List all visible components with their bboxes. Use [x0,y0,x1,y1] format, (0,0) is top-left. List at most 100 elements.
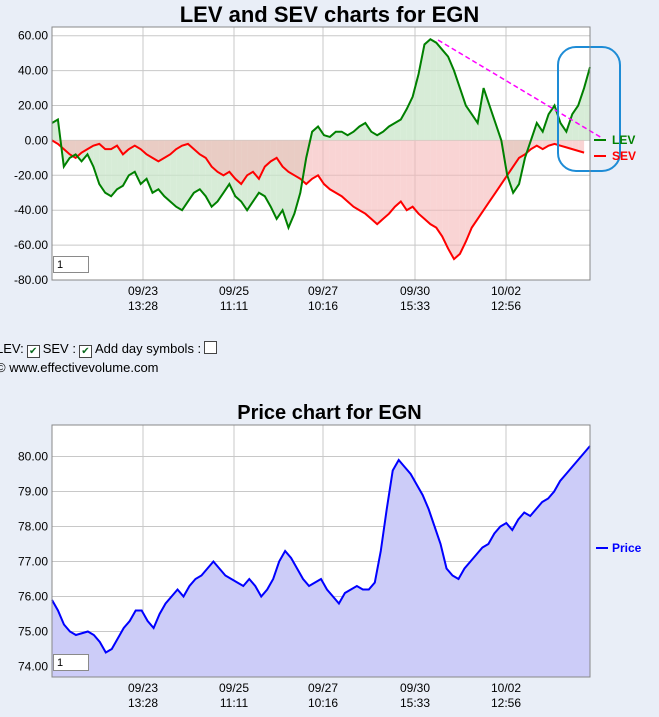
y-tick-label: 76.00 [18,590,48,604]
chart1-zoom-input[interactable]: 1 [53,256,89,273]
sev-area-segment [134,140,141,150]
lev-area-segment [536,122,543,141]
sev-area-segment [436,140,443,237]
y-tick-label: 20.00 [18,99,48,113]
lev-area-segment [388,122,395,141]
sev-area-segment [489,140,496,202]
sev-area-segment [454,140,460,260]
sev-area-segment [294,140,301,179]
x-tick-time: 15:33 [400,299,430,313]
day-symbols-checkbox[interactable] [204,341,218,354]
x-tick-date: 09/27 [308,681,338,695]
y-tick-label: 80.00 [18,450,48,464]
sev-area-segment [329,140,336,193]
lev-option-label: LEV: [0,341,24,356]
lev-area-segment [111,140,118,197]
sev-area-segment [483,140,490,211]
x-tick-date: 09/25 [219,681,249,695]
sev-area-segment [235,140,242,185]
sev-area-segment [448,140,455,260]
sev-area-segment [530,140,537,150]
sev-area-segment [442,140,449,249]
sev-area-segment [223,140,230,176]
chart-1: 60.00 40.00 20.00 0.00 -20.00 -40.00 -60.00 -80… [14,26,636,313]
sev-area-segment [519,140,525,158]
x-tick-time: 13:28 [128,299,158,313]
sev-area-segment [341,140,348,202]
sev-area-segment [400,140,407,211]
sev-area-segment [353,140,360,211]
lev-area-segment [572,105,579,141]
x-tick-date: 09/23 [128,284,158,298]
sev-area-segment [270,140,277,162]
sev-area-segment [128,140,135,150]
highlight-box [557,46,621,172]
lev-area-segment [548,105,555,141]
x-tick-date: 09/27 [308,284,338,298]
sev-area-segment [318,140,324,185]
sev-area-segment [300,140,307,185]
y-tick-label: 0.00 [25,133,49,147]
chart2-zoom-input[interactable]: 1 [53,654,89,671]
sev-area-segment [465,140,472,242]
y-tick-label: -20.00 [14,168,48,182]
sev-area-segment [347,140,354,207]
price-chart-title: Price chart for EGN [237,402,422,424]
day-symbols-label: Add day symbols : [94,341,202,356]
sev-checkbox[interactable]: ✔ [78,345,92,358]
lev-area-segment [430,39,437,141]
sev-area-segment [383,140,389,219]
lev-area-segment [383,126,389,141]
sev-area-segment [217,140,224,176]
sev-area-segment [471,140,478,228]
lev-area-segment [412,74,419,141]
lev-area-segment [424,39,431,141]
sev-area-segment [412,140,419,214]
lev-area-segment [353,126,360,141]
lev-area-segment [335,131,342,141]
sev-area-segment [359,140,366,214]
lev-legend-label: LEV [612,133,635,147]
x-tick-date: 09/23 [128,681,158,695]
price-area [52,446,590,677]
sev-area-segment [477,140,484,219]
sev-area-segment [572,140,579,151]
lev-area-segment [465,105,472,141]
lev-area-segment [105,140,112,197]
lev-checkbox[interactable]: ✔ [26,345,40,358]
sev-area-segment [418,140,425,219]
price-line [51,445,591,654]
sev-area-segment [282,140,289,172]
x-tick-time: 12:56 [491,696,521,710]
sev-area-segment [288,140,295,176]
plot-frame [51,26,591,281]
lev-area-segment [454,70,460,141]
x-tick-time: 12:56 [491,299,521,313]
lev-area-segment [371,131,378,141]
sev-area-segment [371,140,378,225]
x-tick-time: 10:16 [308,299,338,313]
sev-area-segment [241,140,248,185]
sev-area-segment [430,140,437,228]
lev-area-segment [436,42,443,141]
y-tick-label: 77.00 [18,555,48,569]
sev-area-segment [536,140,543,150]
lev-area-segment [182,140,188,211]
sev-area-segment [229,140,236,179]
lev-line [51,37,591,231]
x-tick-time: 15:33 [400,696,430,710]
y-tick-label: 74.00 [18,660,48,674]
chart-options: LEV:✔SEV :✔Add day symbols : [0,341,220,358]
plot-frame [51,424,591,678]
x-tick-time: 11:11 [220,696,249,710]
sev-area-segment [122,140,129,155]
lev-area-segment [341,131,348,141]
x-tick-date: 10/02 [491,681,521,695]
lev-area-segment [176,140,183,211]
sev-area-segment [542,140,549,150]
lev-area-segment [489,105,496,141]
sev-area-segment [335,140,342,197]
x-tick-date: 09/30 [400,284,430,298]
sev-area-segment [140,140,147,155]
sev-area-segment [406,140,413,211]
